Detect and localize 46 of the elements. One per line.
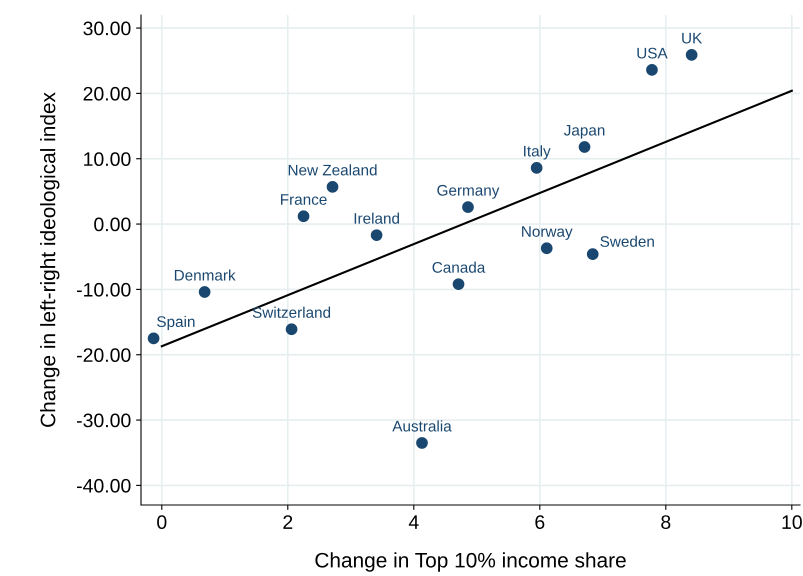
y-axis-title: Change in left-right ideological index: [40, 92, 60, 427]
point: [286, 323, 298, 336]
annotation: Denmark: [174, 269, 236, 281]
y-tick-label: -40.00: [77, 478, 131, 493]
annotation: Italy: [524, 145, 551, 160]
annotation: Japan: [564, 124, 604, 139]
point: [148, 332, 160, 344]
y-tick-label: -10.00: [77, 282, 131, 297]
annotation: Australia: [392, 420, 452, 432]
point: [298, 210, 310, 222]
point: [646, 64, 658, 76]
point: [370, 229, 382, 242]
point: [578, 141, 590, 153]
x-tick-label: 0: [157, 515, 166, 530]
y-tick-label: 0.00: [94, 218, 131, 232]
x-tick-label: 10: [782, 515, 802, 530]
annotation: Ireland: [354, 212, 399, 224]
annotation: Germany: [437, 184, 500, 199]
y-tick-label: -20.00: [77, 348, 131, 362]
annotation: UK: [682, 32, 702, 44]
point: [586, 248, 599, 260]
point: [462, 201, 474, 213]
annotation: New Zealand: [288, 164, 377, 176]
point: [540, 242, 553, 254]
x-tick-label: 8: [661, 515, 670, 530]
point: [416, 437, 428, 449]
point: [530, 162, 542, 174]
y-tick-label: -30.00: [77, 414, 131, 428]
point: [452, 278, 464, 290]
annotation: Sweden: [600, 236, 654, 247]
x-tick-label: 6: [535, 515, 544, 530]
annotation: Canada: [432, 262, 486, 273]
annotation: USA: [637, 48, 668, 59]
annotation: Spain: [157, 316, 194, 330]
x-axis-title: Change in Top 10% income share: [315, 552, 626, 572]
y-tick-label: 10.00: [84, 152, 131, 166]
x-tick-label: 4: [408, 515, 419, 529]
annotation: France: [281, 194, 327, 205]
annotation: Norway: [522, 226, 573, 240]
y-tick-label: 20.00: [84, 86, 131, 101]
annotation: Switzerland: [252, 306, 330, 318]
point: [326, 180, 338, 193]
point: [686, 49, 698, 61]
point: [198, 286, 210, 298]
x-tick-label: 2: [283, 515, 292, 529]
y-tick-label: 30.00: [83, 22, 131, 36]
